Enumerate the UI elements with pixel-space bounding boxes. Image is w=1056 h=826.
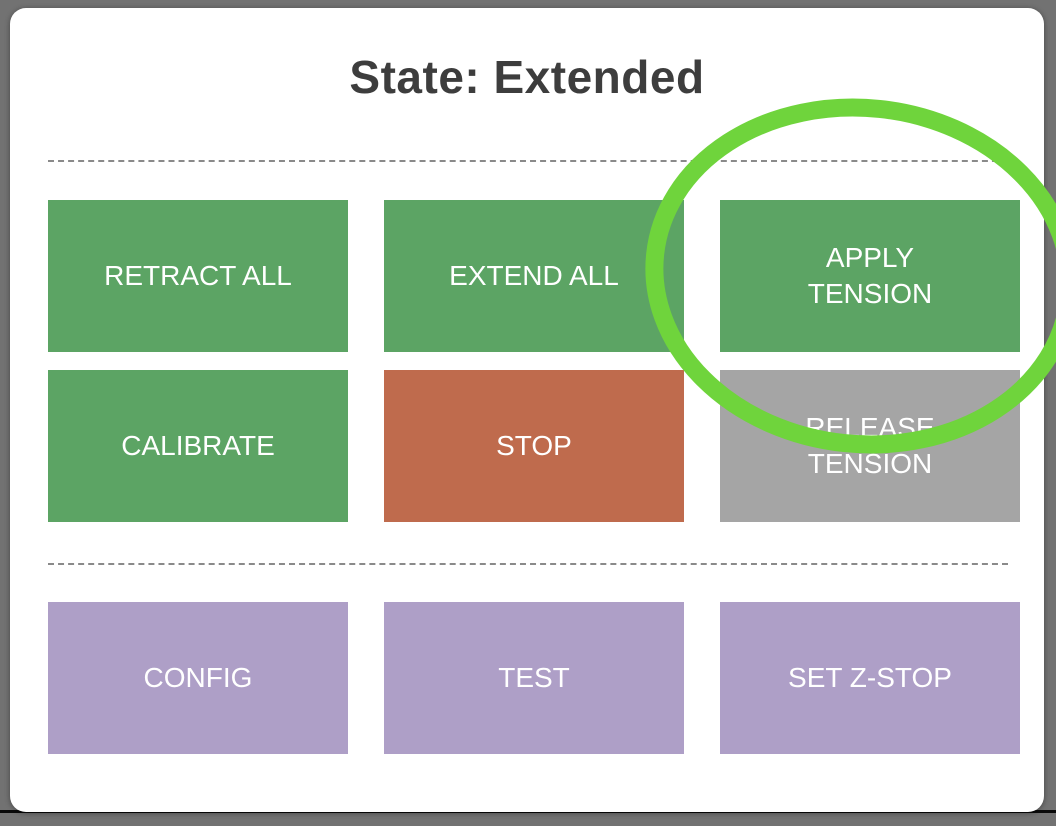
state-title: State: Extended [349,51,705,103]
test-button[interactable]: TEST [384,602,684,754]
set-z-stop-button[interactable]: SET Z-STOP [720,602,1020,754]
button-label: STOP [496,430,572,461]
button-label: APPLY TENSION [807,242,933,309]
config-button[interactable]: CONFIG [48,602,348,754]
button-label: CALIBRATE [121,430,275,461]
button-label: TEST [498,662,570,693]
button-label: RETRACT ALL [104,260,292,291]
apply-tension-button[interactable]: APPLY TENSION [720,200,1020,352]
retract-all-button[interactable]: RETRACT ALL [48,200,348,352]
divider-bottom [48,563,1008,565]
button-label: SET Z-STOP [788,662,952,693]
control-panel: State: Extended RETRACT ALL EXTEND ALL A… [10,8,1044,812]
button-label: CONFIG [143,662,253,693]
release-tension-button[interactable]: RELEASE TENSION [720,370,1020,522]
divider-top [48,160,1008,162]
stop-button[interactable]: STOP [384,370,684,522]
extend-all-button[interactable]: EXTEND ALL [384,200,684,352]
button-label: EXTEND ALL [449,260,619,291]
button-label: RELEASE TENSION [805,412,935,479]
calibrate-button[interactable]: CALIBRATE [48,370,348,522]
